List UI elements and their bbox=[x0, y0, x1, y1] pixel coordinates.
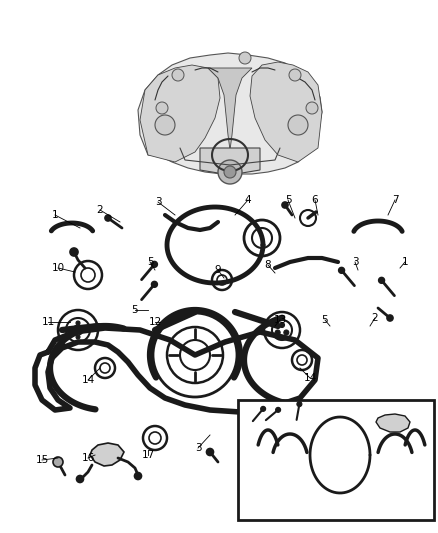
Polygon shape bbox=[376, 414, 410, 432]
Circle shape bbox=[69, 328, 73, 332]
Text: 9: 9 bbox=[215, 265, 221, 275]
Circle shape bbox=[172, 69, 184, 81]
Text: 5: 5 bbox=[147, 257, 153, 267]
Polygon shape bbox=[200, 148, 260, 175]
Text: 17: 17 bbox=[141, 450, 155, 460]
Polygon shape bbox=[138, 53, 322, 174]
Circle shape bbox=[77, 475, 84, 482]
Text: 1: 1 bbox=[402, 257, 408, 267]
Text: 6: 6 bbox=[312, 195, 318, 205]
Circle shape bbox=[339, 268, 345, 273]
Text: 3: 3 bbox=[194, 443, 201, 453]
Text: 16: 16 bbox=[81, 453, 95, 463]
Circle shape bbox=[206, 448, 213, 456]
Circle shape bbox=[279, 322, 285, 327]
Text: 3: 3 bbox=[155, 197, 161, 207]
Circle shape bbox=[288, 115, 308, 135]
Text: 14: 14 bbox=[81, 375, 95, 385]
Polygon shape bbox=[250, 62, 322, 162]
Text: 7: 7 bbox=[392, 195, 398, 205]
Circle shape bbox=[70, 248, 78, 256]
Bar bbox=[238, 400, 434, 520]
Text: 12: 12 bbox=[148, 317, 162, 327]
Polygon shape bbox=[140, 65, 220, 162]
Text: 5: 5 bbox=[285, 195, 291, 205]
Circle shape bbox=[306, 102, 318, 114]
Text: 1: 1 bbox=[52, 210, 58, 220]
Circle shape bbox=[387, 315, 393, 321]
Circle shape bbox=[156, 102, 168, 114]
Circle shape bbox=[224, 166, 236, 178]
Text: 4: 4 bbox=[245, 195, 251, 205]
Circle shape bbox=[83, 328, 87, 332]
Text: 15: 15 bbox=[35, 455, 49, 465]
Circle shape bbox=[378, 277, 385, 284]
Circle shape bbox=[284, 330, 289, 335]
Text: 8: 8 bbox=[265, 260, 271, 270]
Text: 2: 2 bbox=[372, 313, 378, 323]
Circle shape bbox=[76, 335, 80, 339]
Circle shape bbox=[261, 406, 265, 411]
Circle shape bbox=[276, 407, 281, 413]
Text: 11: 11 bbox=[41, 317, 55, 327]
Polygon shape bbox=[90, 443, 124, 466]
Circle shape bbox=[297, 402, 302, 407]
Circle shape bbox=[239, 52, 251, 64]
Text: 5: 5 bbox=[321, 315, 328, 325]
Text: 13: 13 bbox=[273, 315, 286, 325]
Circle shape bbox=[134, 472, 141, 480]
Text: 2: 2 bbox=[97, 205, 103, 215]
Circle shape bbox=[53, 457, 63, 467]
Circle shape bbox=[282, 202, 288, 208]
Text: 5: 5 bbox=[132, 305, 138, 315]
Text: 3: 3 bbox=[352, 257, 358, 267]
Circle shape bbox=[76, 321, 80, 325]
Circle shape bbox=[218, 160, 242, 184]
Circle shape bbox=[289, 69, 301, 81]
Text: 14: 14 bbox=[304, 373, 317, 383]
Circle shape bbox=[152, 281, 157, 287]
Polygon shape bbox=[208, 68, 252, 150]
Text: 10: 10 bbox=[51, 263, 64, 273]
Circle shape bbox=[105, 215, 111, 221]
Circle shape bbox=[152, 261, 157, 268]
Circle shape bbox=[155, 115, 175, 135]
Circle shape bbox=[275, 330, 280, 335]
